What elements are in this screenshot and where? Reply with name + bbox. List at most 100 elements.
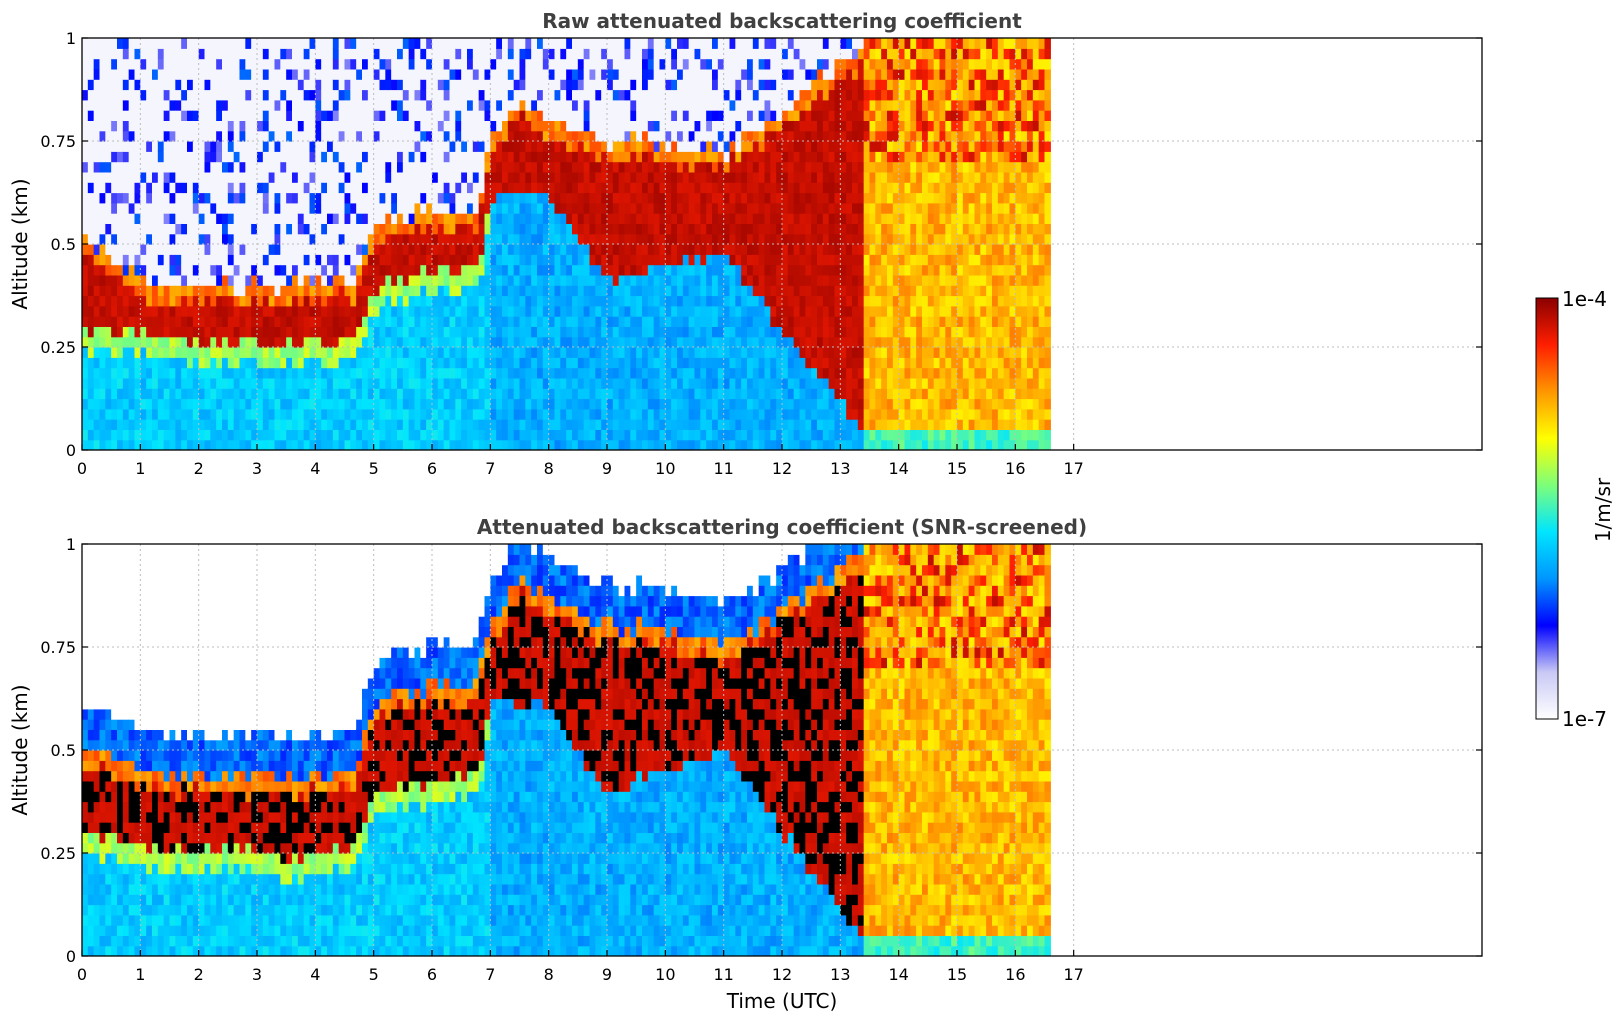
heatmap-cell: [747, 254, 754, 266]
heatmap-cell: [204, 429, 211, 441]
heatmap-cell: [630, 295, 637, 307]
heatmap-cell: [297, 377, 305, 389]
heatmap-cell: [723, 130, 731, 142]
heatmap-cell: [350, 377, 357, 389]
heatmap-cell: [677, 202, 684, 214]
heatmap-cell: [735, 223, 742, 235]
heatmap-cell: [426, 192, 433, 204]
heatmap-cell: [799, 419, 806, 430]
heatmap-cell: [233, 316, 241, 327]
heatmap-cell: [99, 377, 106, 389]
heatmap-cell: [706, 336, 713, 348]
heatmap-cell: [426, 48, 433, 60]
heatmap-cell: [373, 171, 381, 183]
heatmap-cell: [490, 316, 497, 327]
heatmap-cell: [496, 367, 503, 379]
heatmap-cell: [752, 326, 760, 338]
heatmap-cell: [87, 316, 95, 327]
heatmap-cell: [519, 295, 526, 307]
heatmap-cell: [356, 398, 363, 410]
heatmap-cell: [764, 357, 771, 369]
heatmap-cell: [688, 295, 696, 307]
heatmap-cell: [455, 171, 462, 183]
heatmap-cell: [152, 120, 159, 132]
heatmap-cell: [391, 336, 398, 348]
heatmap-cell: [309, 388, 316, 400]
heatmap-cell: [420, 202, 427, 214]
heatmap-cell: [192, 244, 200, 255]
heatmap-cell: [572, 182, 579, 194]
heatmap-cell: [682, 151, 690, 163]
heatmap-cell: [712, 161, 719, 173]
heatmap-cell: [537, 274, 544, 286]
heatmap-cell: [87, 202, 95, 214]
heatmap-cell: [502, 120, 509, 132]
heatmap-cell: [122, 48, 130, 60]
heatmap-cell: [717, 429, 725, 441]
heatmap-cell: [671, 244, 678, 255]
heatmap-cell: [642, 120, 649, 132]
heatmap-cell: [338, 79, 346, 91]
heatmap-cell: [671, 419, 678, 430]
heatmap-cell: [379, 182, 386, 194]
heatmap-cell: [688, 99, 696, 111]
heatmap-cell: [799, 377, 806, 389]
heatmap-cell: [455, 244, 462, 255]
heatmap-cell: [490, 89, 497, 101]
heatmap-cell: [198, 89, 206, 101]
heatmap-cell: [262, 120, 270, 132]
heatmap-cell: [309, 316, 316, 327]
heatmap-cell: [181, 192, 188, 204]
heatmap-cell: [268, 223, 276, 235]
heatmap-cell: [677, 161, 684, 173]
heatmap-cell: [729, 398, 736, 410]
heatmap-cell: [262, 254, 270, 266]
heatmap-cell: [554, 285, 561, 297]
heatmap-cell: [350, 295, 357, 307]
heatmap-cell: [163, 48, 171, 60]
heatmap-cell: [268, 89, 276, 101]
heatmap-cell: [362, 233, 369, 245]
heatmap-cell: [478, 367, 486, 379]
heatmap-cell: [519, 408, 526, 420]
heatmap-cell: [245, 377, 252, 389]
heatmap-cell: [280, 398, 287, 410]
heatmap-cell: [572, 264, 579, 276]
heatmap-cell: [688, 161, 696, 173]
heatmap-cell: [367, 233, 375, 245]
heatmap-cell: [624, 264, 631, 276]
heatmap-cell: [146, 408, 153, 420]
heatmap-cell: [805, 192, 812, 204]
heatmap-cell: [157, 336, 165, 348]
heatmap-cell: [443, 141, 451, 152]
heatmap-cell: [496, 58, 503, 70]
heatmap-cell: [496, 274, 503, 286]
heatmap-cell: [706, 377, 713, 389]
heatmap-cell: [356, 274, 363, 286]
heatmap-cell: [472, 171, 480, 183]
heatmap-cell: [747, 419, 754, 430]
heatmap-cell: [251, 419, 258, 430]
heatmap-cell: [175, 326, 182, 338]
heatmap-cell: [572, 233, 579, 245]
heatmap-cell: [146, 171, 153, 183]
heatmap-cell: [729, 68, 736, 80]
heatmap-cell: [583, 202, 591, 214]
heatmap-cell: [315, 388, 322, 400]
heatmap-cell: [122, 419, 130, 430]
heatmap-cell: [227, 79, 235, 91]
heatmap-cell: [647, 89, 655, 101]
heatmap-cell: [548, 38, 556, 49]
heatmap-cell: [187, 244, 194, 255]
heatmap-cell: [548, 388, 556, 400]
heatmap-cell: [140, 192, 147, 204]
heatmap-cell: [245, 141, 252, 152]
heatmap-cell: [723, 110, 731, 121]
heatmap-cell: [706, 48, 713, 60]
heatmap-cell: [303, 202, 311, 214]
heatmap-cell: [420, 316, 427, 327]
heatmap-cell: [589, 213, 596, 224]
heatmap-cell: [472, 192, 480, 204]
heatmap-cell: [227, 213, 235, 224]
heatmap-cell: [607, 285, 614, 297]
